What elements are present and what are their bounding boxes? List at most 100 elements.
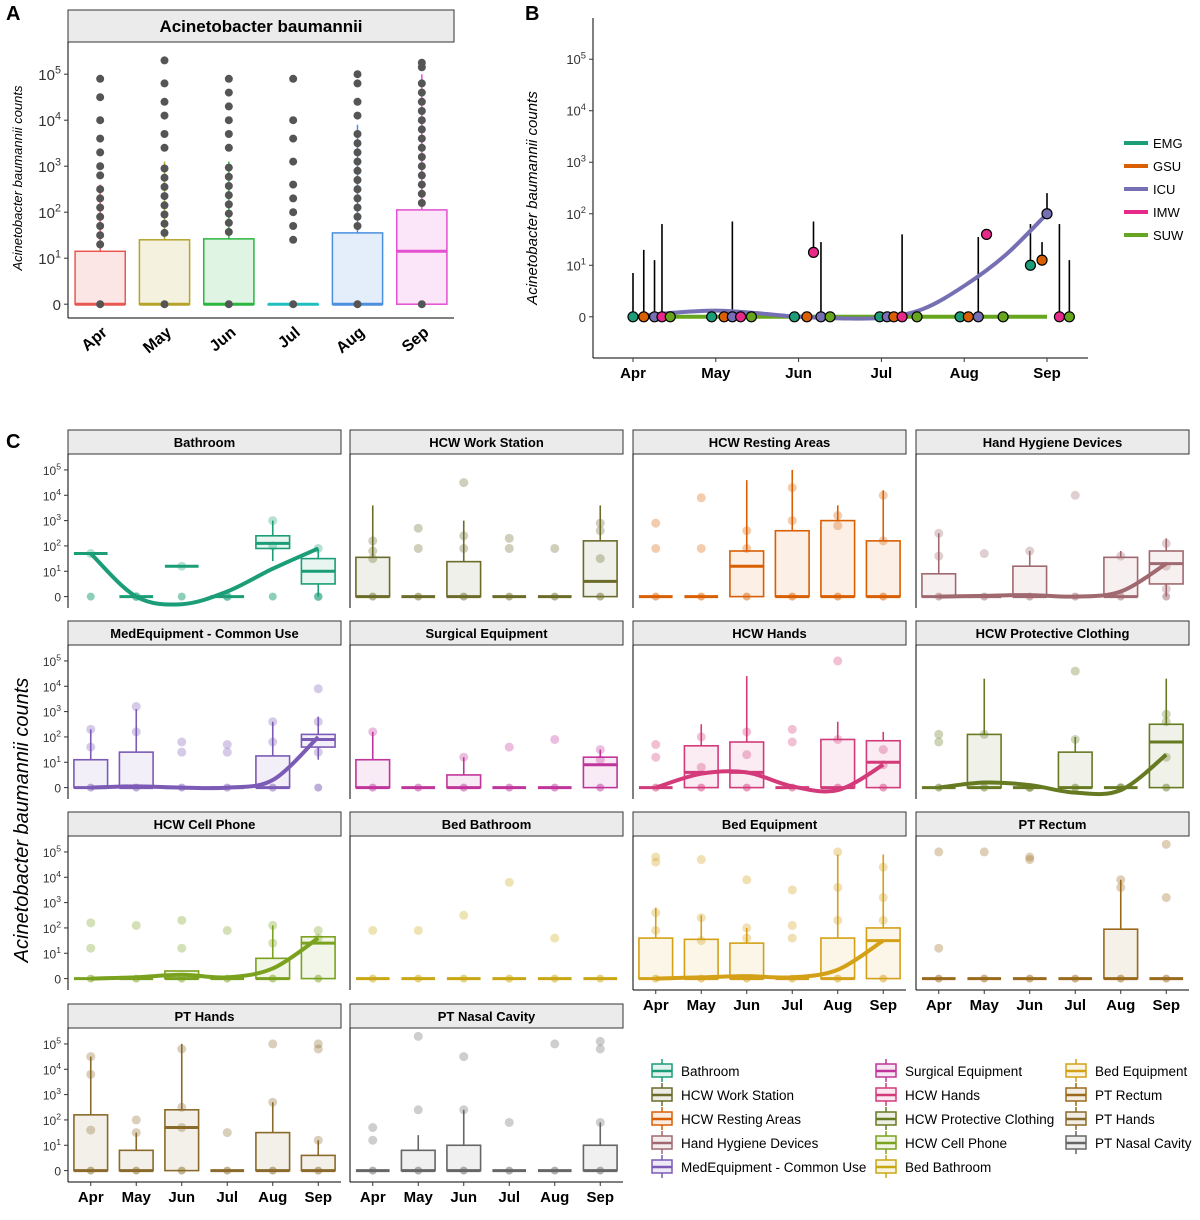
facet-point: [595, 755, 605, 765]
facet-x-tick-label: May: [404, 1189, 434, 1206]
facet-point: [268, 516, 278, 526]
facet-point: [934, 737, 944, 747]
facet-x-tick-label: Jun: [450, 1189, 477, 1206]
facet-point: [86, 1166, 95, 1175]
facet-title: Hand Hygiene Devices: [983, 435, 1122, 450]
panel-b-point: [638, 311, 650, 323]
facet-point: [742, 783, 751, 792]
panel-a-point: [96, 240, 105, 249]
facet-strip: [67, 429, 342, 455]
facet-point: [787, 933, 797, 943]
facet-x-tick-label: Sep: [869, 997, 897, 1014]
panel-a-outlier: [417, 58, 426, 67]
panel-a-outlier: [289, 74, 298, 83]
facet-point: [504, 877, 514, 887]
facet-point: [505, 974, 514, 983]
facet-box: [1012, 565, 1048, 598]
facet-point: [86, 592, 95, 601]
facet-point: [1070, 490, 1080, 500]
facet-point: [504, 543, 514, 553]
panel-a-strip: [67, 9, 455, 43]
facet-point: [550, 592, 559, 601]
facet-y-tick-label: 0: [54, 1165, 61, 1179]
facet-point: [268, 783, 277, 792]
facet-point: [833, 592, 842, 601]
panel-a-outlier: [353, 97, 362, 106]
facet-point: [1161, 893, 1171, 903]
panel-a-outlier: [289, 235, 298, 244]
facet-point: [177, 1123, 187, 1133]
panel-a-y-tick-label: 0: [53, 297, 61, 314]
facet-y-tick-label: 103: [43, 703, 61, 719]
facet-y-tick-label: 102: [43, 920, 61, 936]
facet-point: [268, 717, 278, 727]
panel-a-point: [96, 203, 105, 212]
facet-point: [368, 592, 377, 601]
facet-point: [595, 1036, 605, 1046]
facet-point: [459, 1166, 468, 1175]
facet-point: [368, 925, 378, 935]
facet-box: [355, 556, 391, 598]
panel-a-y-tick-label: 101: [38, 248, 61, 268]
facet-point: [787, 483, 797, 493]
facet-point: [550, 783, 559, 792]
panel-b-point: [1036, 254, 1048, 266]
panel-a-point: [417, 199, 426, 207]
panel-b-point: [997, 311, 1009, 323]
panel-a-point: [353, 176, 362, 184]
panel-a-outlier: [224, 130, 233, 138]
legend-label: HCW Work Station: [681, 1088, 794, 1103]
panel-a-outlier: [224, 102, 233, 111]
facet-title: HCW Cell Phone: [154, 817, 256, 832]
panel-b-smooth-icu: [632, 212, 1049, 321]
facet-point: [459, 478, 469, 488]
facet-point: [313, 1039, 323, 1049]
facet-y-tick-label: 0: [54, 973, 61, 987]
facet-y-tick-label: 105: [43, 462, 61, 478]
panel-b-legend-label: ICU: [1153, 182, 1175, 197]
facet-point: [833, 511, 843, 521]
panel-a-point: [417, 180, 426, 189]
facet-x-tick-label: Apr: [926, 997, 952, 1014]
facet-point: [980, 783, 989, 792]
panel-a-point: [353, 203, 362, 212]
facet-point: [223, 1166, 232, 1175]
facet-box: [865, 927, 901, 980]
panel-a-box: [202, 238, 255, 305]
facet-strip: [349, 1003, 624, 1029]
facet-point: [268, 1097, 278, 1107]
facet-point: [413, 1105, 423, 1115]
facet-point: [742, 875, 752, 885]
facet-point: [651, 752, 661, 762]
panel-a-outlier: [160, 130, 169, 138]
panel-a-box: [331, 232, 384, 305]
panel-b-legend-label: GSU: [1153, 159, 1181, 174]
facet-point: [833, 847, 843, 857]
facet-point: [368, 1123, 378, 1133]
facet-point: [1071, 974, 1080, 983]
legend-label: PT Nasal Cavity: [1095, 1136, 1192, 1151]
facet-point: [742, 923, 752, 933]
facet-point: [313, 717, 323, 727]
panel-b-y-tick-label: 0: [579, 310, 586, 325]
facet-point: [696, 936, 706, 946]
facet-point: [595, 518, 605, 528]
facet-point: [505, 1166, 514, 1175]
facet-point: [268, 592, 277, 601]
facet-point: [742, 526, 752, 536]
facet-point: [414, 974, 423, 983]
facet-box: [446, 560, 482, 598]
panel-a-point: [353, 194, 362, 203]
facet-box: [820, 519, 856, 598]
facet-point: [131, 1115, 141, 1125]
panel-b: Acinetobacter baumannii counts 0 101 102 10…: [524, 18, 1184, 382]
facet-box: [582, 540, 618, 598]
panel-a-point: [353, 157, 362, 166]
panel-a-point: [417, 134, 426, 143]
facet-point: [459, 752, 469, 762]
facet-point: [368, 536, 378, 546]
facet-box: [255, 1131, 291, 1172]
facet-box: [729, 550, 765, 598]
legend-label: PT Rectum: [1095, 1088, 1162, 1103]
panel-a-point: [417, 162, 426, 171]
